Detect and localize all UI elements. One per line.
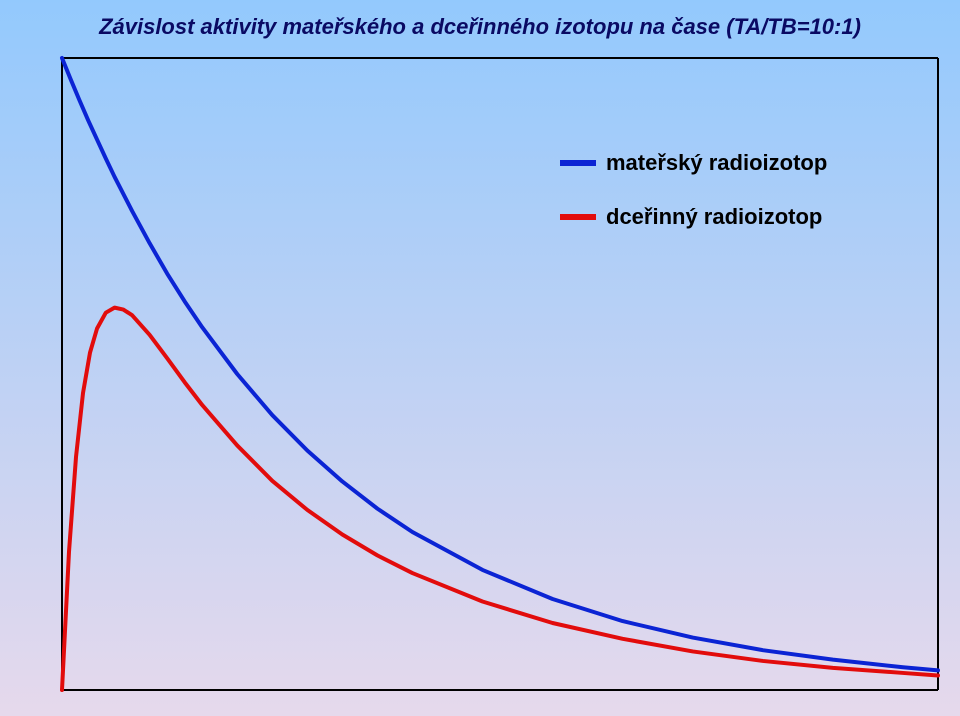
chart-title: Závislost aktivity mateřského a dceřinné…: [0, 14, 960, 40]
legend-item-1: dceřinný radioizotop: [560, 204, 827, 230]
legend-swatch: [560, 160, 596, 166]
legend-swatch: [560, 214, 596, 220]
legend: mateřský radioizotop dceřinný radioizotop: [560, 150, 827, 258]
legend-label: dceřinný radioizotop: [606, 204, 822, 230]
chart-canvas: Závislost aktivity mateřského a dceřinné…: [0, 0, 960, 716]
background: [0, 0, 960, 716]
chart-svg: [0, 0, 960, 716]
legend-item-0: mateřský radioizotop: [560, 150, 827, 176]
legend-label: mateřský radioizotop: [606, 150, 827, 176]
